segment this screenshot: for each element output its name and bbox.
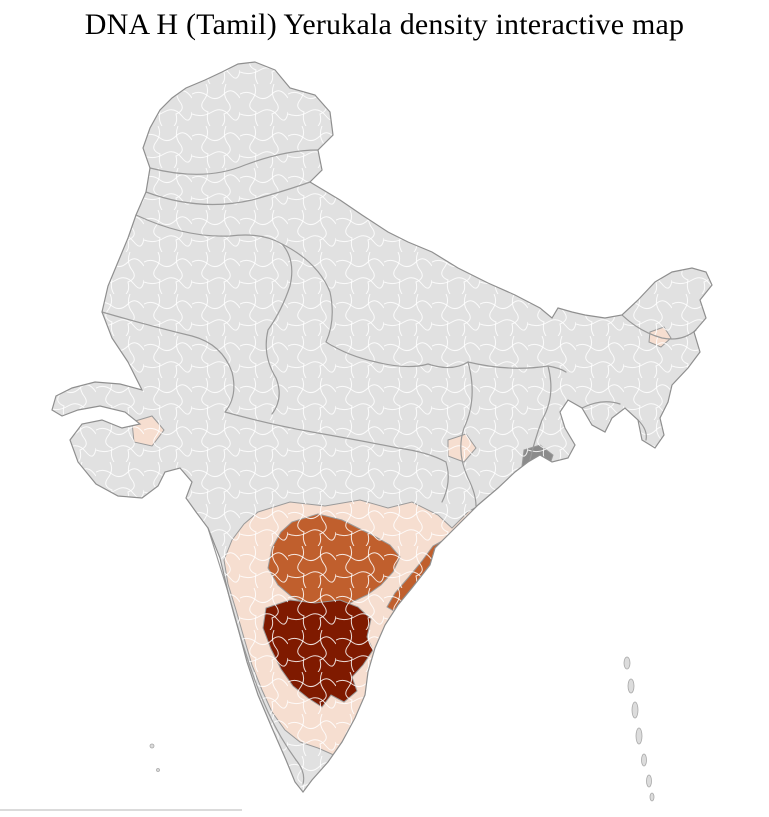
island: [627, 678, 635, 694]
island: [635, 727, 643, 745]
island: [156, 768, 160, 772]
island: [649, 792, 655, 802]
island: [631, 701, 639, 719]
island: [641, 753, 647, 767]
district-boundaries-overlay: [52, 62, 712, 792]
island: [623, 656, 631, 670]
state-boundaries: [101, 149, 697, 785]
island: [646, 774, 652, 788]
island-chain[interactable]: [149, 656, 655, 802]
page-title: DNA H (Tamil) Yerukala density interacti…: [84, 8, 685, 41]
island: [149, 743, 155, 749]
